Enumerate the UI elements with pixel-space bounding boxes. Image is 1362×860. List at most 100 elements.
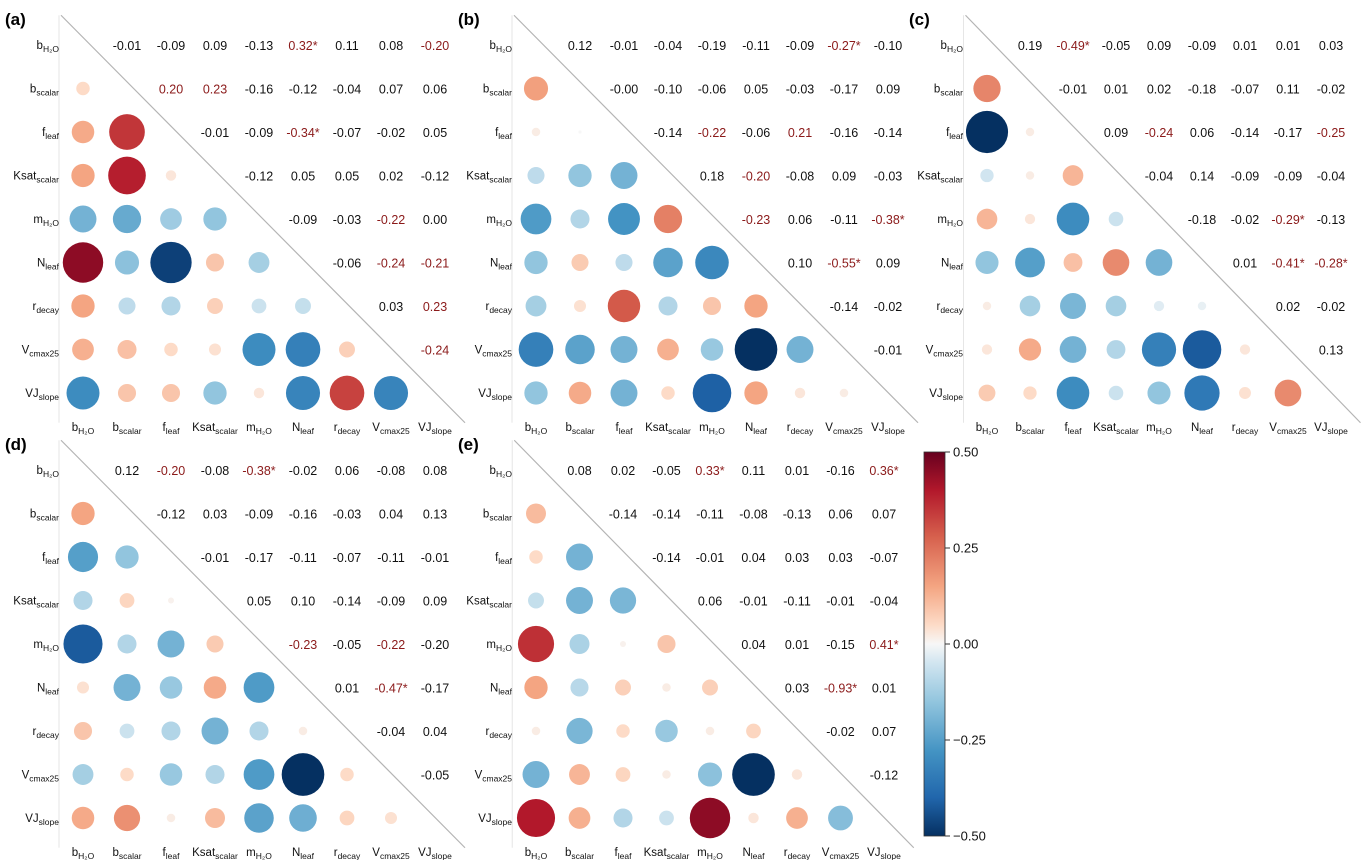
- correlation-value: 0.10: [291, 595, 315, 609]
- correlation-value: -0.14: [652, 508, 681, 522]
- y-tick-label: mH₂O: [486, 639, 512, 653]
- correlation-circle: [570, 209, 590, 229]
- correlation-circle: [1145, 249, 1173, 276]
- correlation-circle: [329, 375, 365, 411]
- correlation-value: 0.13: [423, 508, 447, 522]
- panel-b: (b) bH₂O bscalar fleaf Ksatscalar mH₂O Nleaf rd…: [458, 10, 919, 436]
- correlation-circle: [160, 208, 182, 230]
- correlation-value: -0.12: [245, 170, 274, 184]
- correlation-value: -0.14: [1231, 126, 1260, 140]
- correlation-value: -0.23: [742, 213, 771, 227]
- y-tick-label: bH₂O: [37, 465, 60, 479]
- correlation-circle: [1106, 340, 1126, 359]
- correlation-value: 0.08: [567, 464, 591, 478]
- y-tick-label: bscalar: [30, 509, 59, 523]
- y-tick-label: rdecay: [485, 726, 512, 740]
- panel-label: (d): [5, 435, 27, 454]
- correlation-circle: [526, 503, 546, 524]
- correlation-value: -0.01: [696, 551, 725, 565]
- correlation-circle: [167, 597, 175, 604]
- correlation-circle: [566, 587, 593, 614]
- correlation-value: 0.05: [247, 595, 271, 609]
- correlation-value: -0.24: [421, 344, 450, 358]
- correlation-value: -0.10: [874, 39, 903, 53]
- correlation-value: 0.12: [568, 39, 592, 53]
- correlation-value: -0.01: [421, 551, 450, 565]
- correlation-value: -0.20: [421, 39, 450, 53]
- correlation-value: -0.01: [201, 126, 230, 140]
- correlation-value: 0.04: [741, 551, 765, 565]
- correlation-value: -0.02: [289, 464, 318, 478]
- correlation-value: 0.06: [1190, 126, 1214, 140]
- correlation-value: -0.06: [742, 126, 771, 140]
- correlation-circle: [206, 635, 224, 653]
- correlation-value: 0.01: [785, 464, 809, 478]
- correlation-circle: [115, 545, 139, 569]
- correlation-value: -0.13: [245, 39, 274, 53]
- correlation-value: -0.01: [113, 39, 142, 53]
- panel-label: (b): [458, 10, 480, 29]
- correlation-circle: [619, 640, 627, 648]
- correlation-value: 0.01: [1233, 257, 1257, 271]
- x-tick-label: Ksatscalar: [1093, 422, 1139, 436]
- correlation-value: -0.09: [786, 39, 815, 53]
- correlation-value: -0.13: [1317, 213, 1346, 227]
- correlation-circle: [523, 76, 549, 101]
- correlation-circle: [66, 376, 100, 410]
- correlation-circle: [973, 74, 1001, 103]
- correlation-circle: [203, 676, 227, 699]
- correlation-value: 0.12: [115, 464, 139, 478]
- correlation-circle: [161, 296, 181, 316]
- correlation-circle: [165, 170, 177, 181]
- correlation-circle: [113, 804, 141, 832]
- correlation-value: 0.02: [1147, 83, 1171, 97]
- correlation-circle: [117, 383, 137, 403]
- y-tick-label: bscalar: [483, 509, 512, 523]
- correlation-circle: [76, 81, 90, 96]
- y-tick-label: fleaf: [42, 127, 60, 141]
- y-tick-label: VJslope: [478, 388, 512, 402]
- x-tick-label: Nleaf: [1191, 422, 1214, 436]
- correlation-circle: [384, 811, 398, 825]
- x-tick-label: Ksatscalar: [644, 847, 690, 860]
- x-tick-label: VJslope: [871, 422, 905, 436]
- x-tick-label: bscalar: [1015, 422, 1044, 436]
- correlation-value: -0.01: [874, 344, 903, 358]
- colorbar: 0.50 0.25 0.00 −0.25 −0.50: [923, 445, 986, 844]
- correlation-circle: [615, 767, 631, 782]
- correlation-circle: [249, 721, 269, 741]
- correlation-circle: [791, 769, 803, 780]
- correlation-circle: [613, 808, 633, 828]
- correlation-value: -0.09: [1188, 39, 1217, 53]
- x-tick-label: Vcmax25: [372, 847, 410, 860]
- correlation-circle: [205, 808, 225, 828]
- x-tick-label: fleaf: [616, 422, 634, 436]
- correlation-value: -0.03: [786, 83, 815, 97]
- x-tick-label: VJslope: [418, 422, 452, 436]
- correlation-circle: [569, 764, 590, 785]
- x-tick-label: Ksatscalar: [192, 422, 238, 436]
- correlation-value: -0.19: [698, 39, 727, 53]
- y-tick-label: bscalar: [483, 84, 512, 98]
- x-tick-label: Ksatscalar: [645, 422, 691, 436]
- correlation-value: 0.20: [159, 83, 183, 97]
- y-tick-label: VJslope: [929, 388, 963, 402]
- correlation-value: 0.03: [203, 508, 227, 522]
- correlation-value: 0.05: [335, 170, 359, 184]
- correlation-circle: [1197, 301, 1207, 311]
- correlation-circle: [1184, 375, 1220, 411]
- panel-label: (a): [5, 10, 26, 29]
- correlation-value: -0.03: [874, 170, 903, 184]
- correlation-value: 0.11: [1276, 83, 1299, 97]
- correlation-value: -0.10: [654, 83, 683, 97]
- y-tick-label: Ksatscalar: [917, 171, 963, 185]
- correlation-circle: [339, 810, 355, 826]
- correlation-circle: [653, 204, 683, 234]
- y-tick-label: rdecay: [485, 301, 512, 315]
- correlation-value: 0.13: [1319, 344, 1343, 358]
- correlation-circle: [700, 338, 724, 361]
- y-tick-label: fleaf: [495, 552, 513, 566]
- correlation-value: 0.21: [788, 126, 812, 140]
- correlation-circle: [573, 299, 587, 313]
- correlation-value: -0.17: [421, 682, 450, 696]
